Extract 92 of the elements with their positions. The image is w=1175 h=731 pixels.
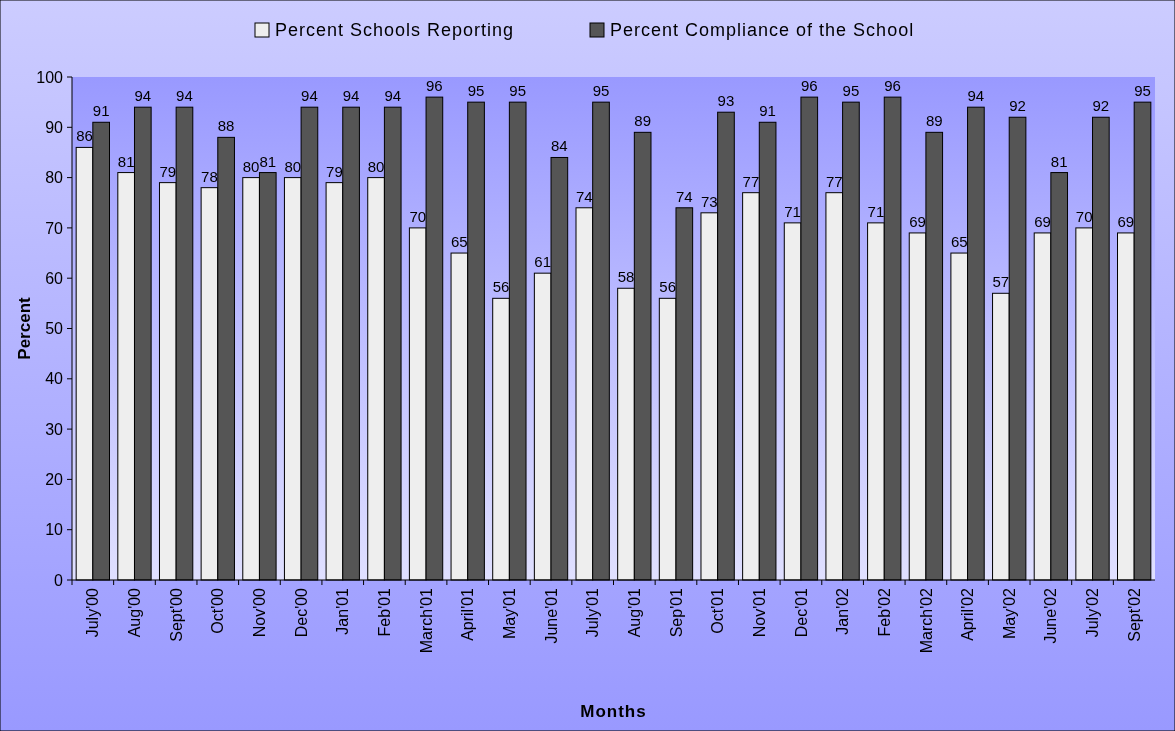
data-label: 71 [784, 202, 801, 220]
x-tick-label: June'01 [542, 587, 560, 644]
y-tick-label: 60 [45, 269, 64, 287]
y-tick-label: 50 [45, 320, 64, 338]
data-label: 80 [242, 157, 260, 175]
x-tick-label: Nov'00 [251, 587, 269, 638]
data-label: 86 [76, 127, 93, 145]
x-tick-label: Feb'01 [376, 587, 393, 637]
data-label: 95 [592, 82, 610, 100]
y-tick-label: 100 [36, 68, 64, 86]
data-label: 96 [884, 77, 901, 95]
data-label: 56 [492, 278, 510, 296]
data-label: 61 [534, 253, 552, 271]
y-tick-label: 90 [45, 118, 64, 136]
data-label: 57 [992, 273, 1010, 291]
data-label: 74 [675, 187, 693, 205]
data-label: 71 [867, 202, 885, 220]
x-tick-label: Dec'00 [292, 587, 310, 638]
x-tick-label: Jan'01 [334, 587, 352, 635]
data-label: 69 [1117, 212, 1135, 230]
data-label: 92 [1092, 97, 1110, 115]
data-label: 94 [384, 87, 402, 105]
x-tick-label: March'01 [417, 587, 435, 654]
x-tick-label: May'01 [500, 587, 518, 640]
data-label: 96 [426, 77, 443, 95]
x-tick-label: Oct'00 [209, 587, 227, 634]
data-label: 65 [451, 233, 468, 251]
x-tick-label: May'02 [1000, 587, 1018, 640]
data-label: 77 [742, 172, 760, 190]
x-tick-label: Sept'00 [167, 587, 185, 642]
data-label: 95 [842, 82, 860, 100]
x-tick-label: Nov'01 [750, 587, 768, 638]
data-label: 81 [259, 152, 277, 170]
x-tick-label: June'02 [1042, 587, 1060, 644]
y-tick-label: 80 [45, 169, 64, 187]
x-tick-label: Dec'01 [792, 587, 810, 638]
x-tick-label: Aug'00 [126, 587, 144, 638]
legend-label: Percent Compliance of the School [610, 20, 915, 40]
data-label: 80 [367, 157, 385, 175]
data-label: 95 [1134, 82, 1151, 100]
data-label: 94 [967, 87, 985, 105]
x-tick-label: Sep'01 [667, 587, 685, 638]
x-tick-label: Sept'02 [1125, 587, 1143, 642]
data-label: 70 [1075, 207, 1093, 225]
y-tick-label: 40 [45, 370, 64, 388]
data-label: 94 [342, 87, 360, 105]
data-label: 80 [284, 157, 302, 175]
x-tick-label: March'02 [917, 587, 935, 654]
y-tick-label: 10 [45, 521, 64, 539]
x-tick-label: April'02 [959, 587, 977, 641]
data-label: 79 [159, 162, 177, 180]
data-label: 65 [950, 233, 968, 251]
x-tick-label: Jan'02 [834, 587, 852, 635]
y-tick-label: 70 [45, 219, 64, 237]
data-label: 93 [717, 92, 735, 110]
data-label: 78 [201, 167, 218, 185]
data-label: 94 [134, 87, 152, 105]
data-label: 89 [925, 112, 943, 130]
data-label: 69 [1034, 212, 1051, 230]
data-label: 81 [1050, 152, 1068, 170]
data-label: 92 [1009, 97, 1026, 115]
data-label: 84 [551, 137, 568, 155]
data-label: 96 [800, 77, 818, 95]
x-axis-title: Months [580, 702, 647, 721]
data-label: 95 [509, 82, 527, 100]
y-tick-label: 0 [54, 571, 64, 589]
data-label: 73 [700, 192, 718, 210]
x-tick-label: Aug'01 [625, 587, 643, 638]
y-axis-title: Percent [15, 296, 34, 360]
data-label: 56 [659, 278, 676, 296]
x-tick-label: Feb'02 [875, 587, 893, 637]
legend-label: Percent Schools Reporting [275, 20, 515, 40]
x-tick-label: April'01 [459, 587, 477, 641]
data-label: 69 [909, 212, 926, 230]
x-tick-label: July'02 [1084, 587, 1102, 638]
data-label: 77 [825, 172, 843, 190]
y-tick-label: 20 [45, 471, 64, 488]
data-label: 70 [409, 207, 427, 225]
data-label: 89 [634, 112, 651, 130]
data-label: 94 [176, 87, 193, 105]
data-label: 88 [217, 117, 235, 135]
data-label: 91 [759, 102, 776, 120]
y-tick-label: 30 [45, 420, 64, 438]
data-label: 91 [92, 102, 110, 120]
x-tick-label: July'00 [84, 587, 102, 638]
x-tick-label: July'01 [584, 587, 602, 638]
data-label: 95 [467, 82, 485, 100]
data-label: 81 [117, 152, 135, 170]
data-label: 94 [301, 87, 318, 105]
x-tick-label: Oct'01 [709, 587, 727, 634]
data-label: 58 [617, 268, 635, 286]
data-label: 79 [326, 162, 343, 180]
